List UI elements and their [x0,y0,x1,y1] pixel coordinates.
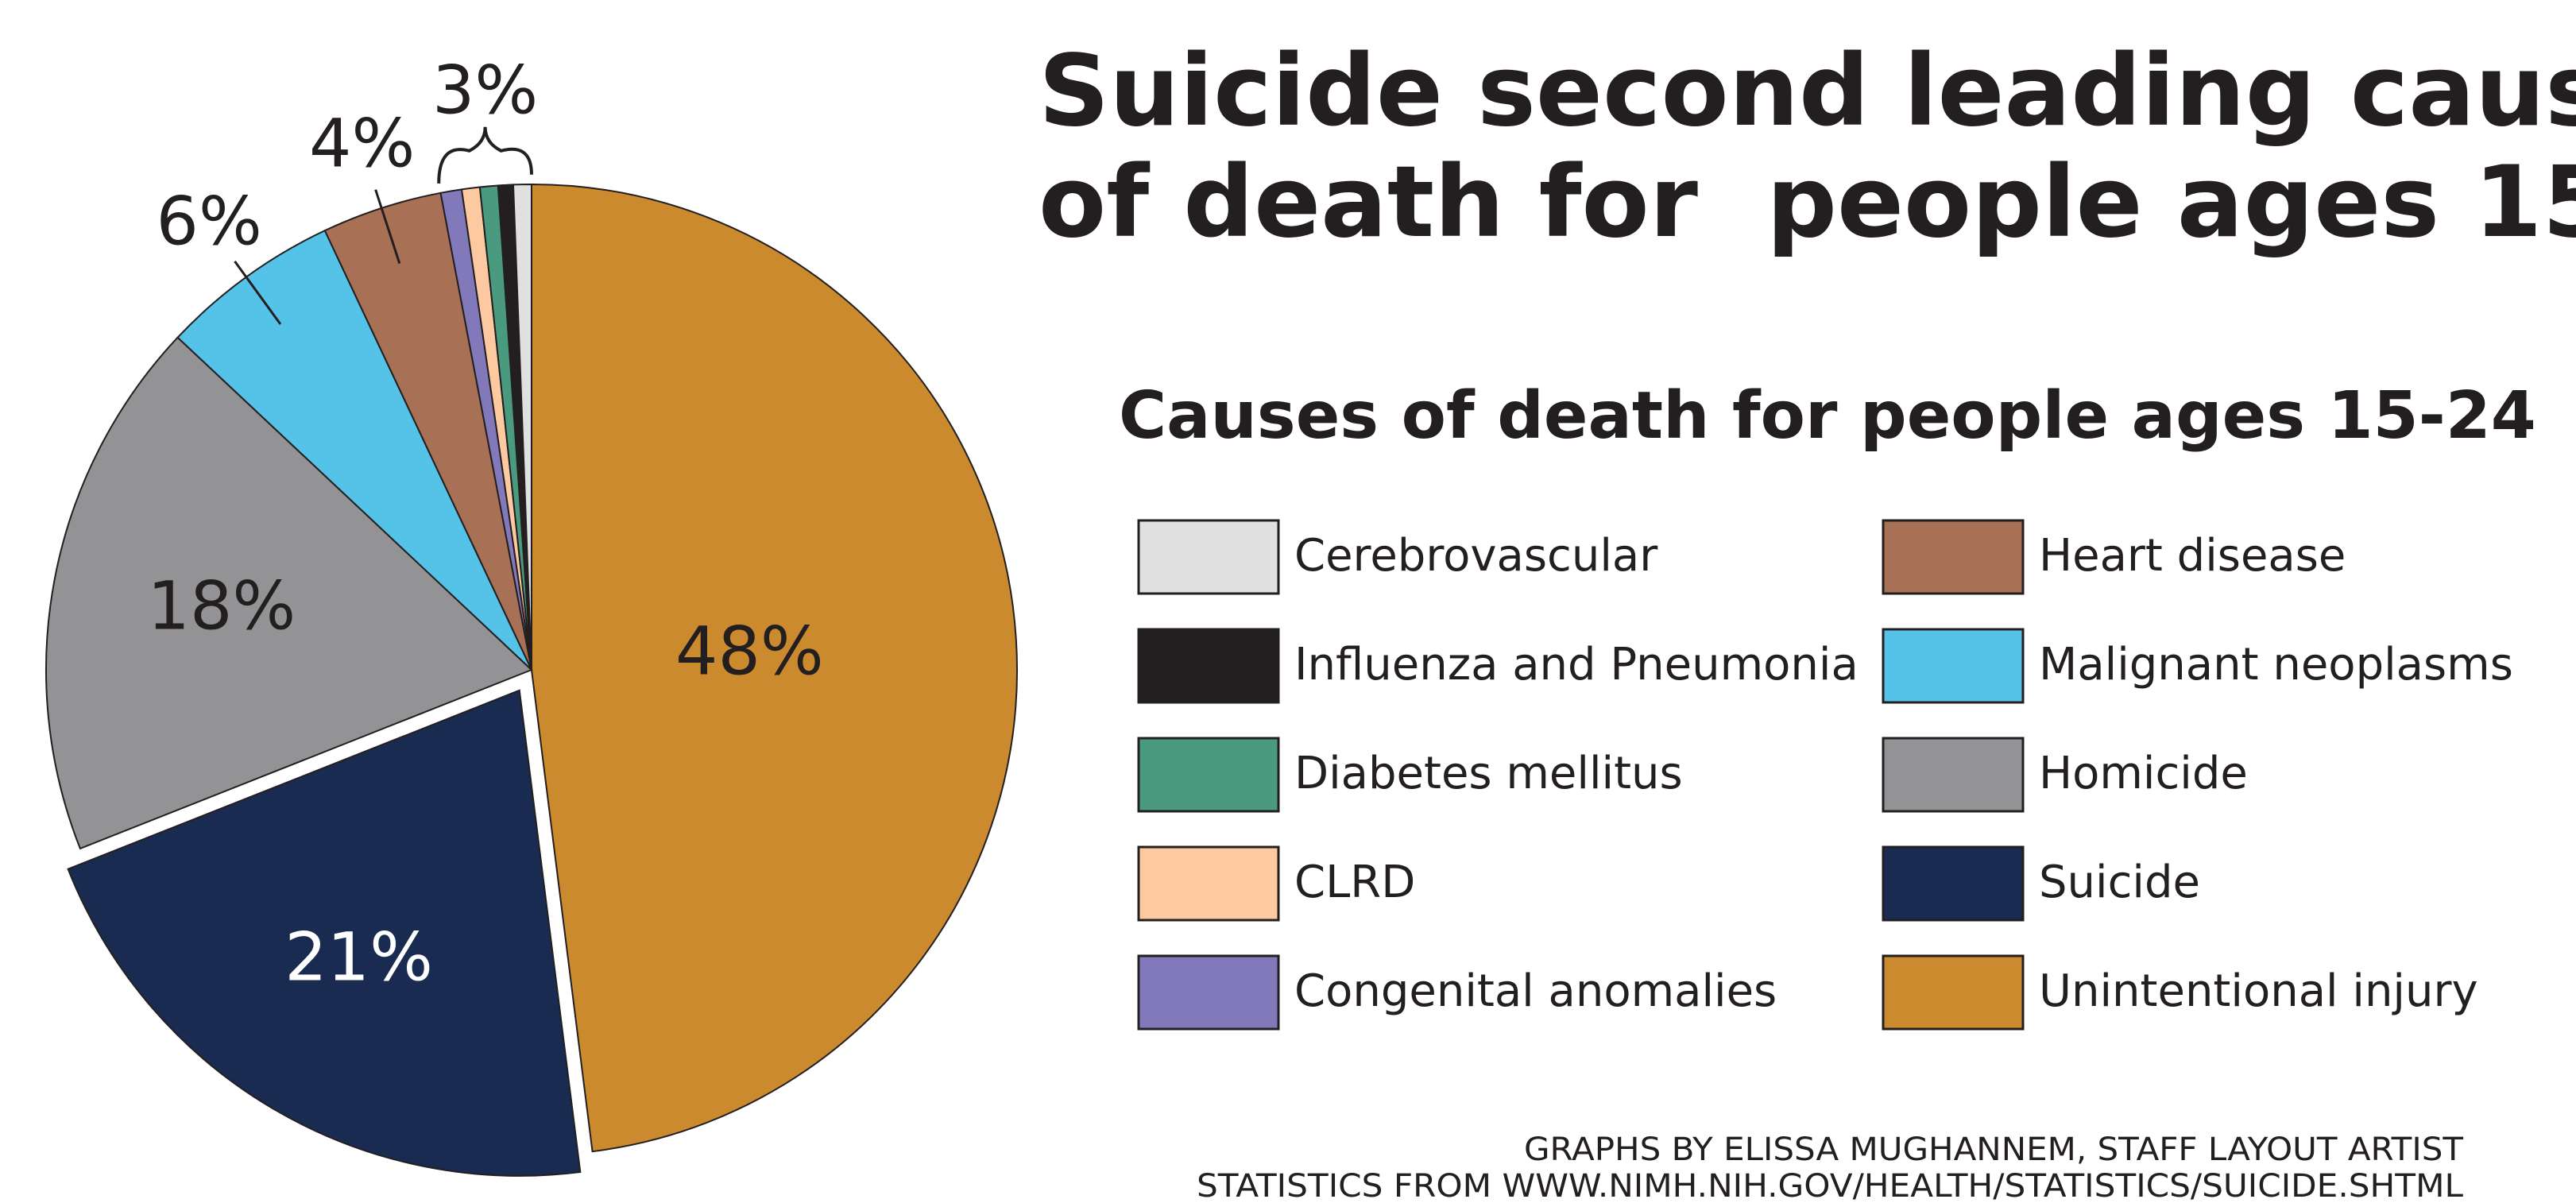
chart-subtitle: Causes of death for people ages 15-24 [1119,378,2536,454]
legend-swatch [1137,954,1280,1031]
legend-label: Cerebrovascular [1294,530,1658,582]
value-label: 48% [675,613,824,690]
legend-label: Diabetes mellitus [1294,748,1683,799]
legend-swatch [1882,628,2025,704]
group-label: 3% [432,52,538,130]
legend-swatch [1882,845,2025,922]
legend-label: Homicide [2039,748,2248,799]
pie-slice [531,183,1018,1153]
pie-slice [67,689,582,1177]
legend-swatch [1137,845,1280,922]
legend-label: Malignant neoplasms [2039,639,2513,690]
chart-title: of death for people ages 15-24 [1039,145,2576,260]
pie-slice [45,336,533,850]
legend-label: CLRD [1294,857,1415,908]
legend-label: Unintentional injury [2039,965,2478,1017]
legend-swatch [1882,737,2025,813]
legend-swatch [1137,519,1280,595]
legend-label: Congenital anomalies [1294,965,1777,1017]
legend-swatch [1882,954,2025,1031]
value-label: 21% [284,919,433,996]
legend-label: Suicide [2039,857,2200,908]
legend-label: Influenza and Pneumonia [1294,639,1859,690]
legend-swatch [1882,519,2025,595]
legend-swatch [1137,628,1280,704]
group-brace [437,126,533,184]
value-label: 4% [309,104,415,182]
legend-label: Heart disease [2039,530,2346,582]
chart-title: Suicide second leading cause [1039,34,2576,149]
pie-slice [512,183,532,671]
value-label: 6% [157,182,262,260]
legend-swatch [1137,737,1280,813]
leader-line [374,189,401,265]
credit: STATISTICS FROM WWW.NIMH.NIH.GOV/HEALTH/… [1197,1168,2464,1203]
leader-line [234,261,282,325]
credit: GRAPHS BY ELISSA MUGHANNEM, STAFF LAYOUT… [1524,1131,2464,1168]
value-label: 18% [148,567,296,645]
